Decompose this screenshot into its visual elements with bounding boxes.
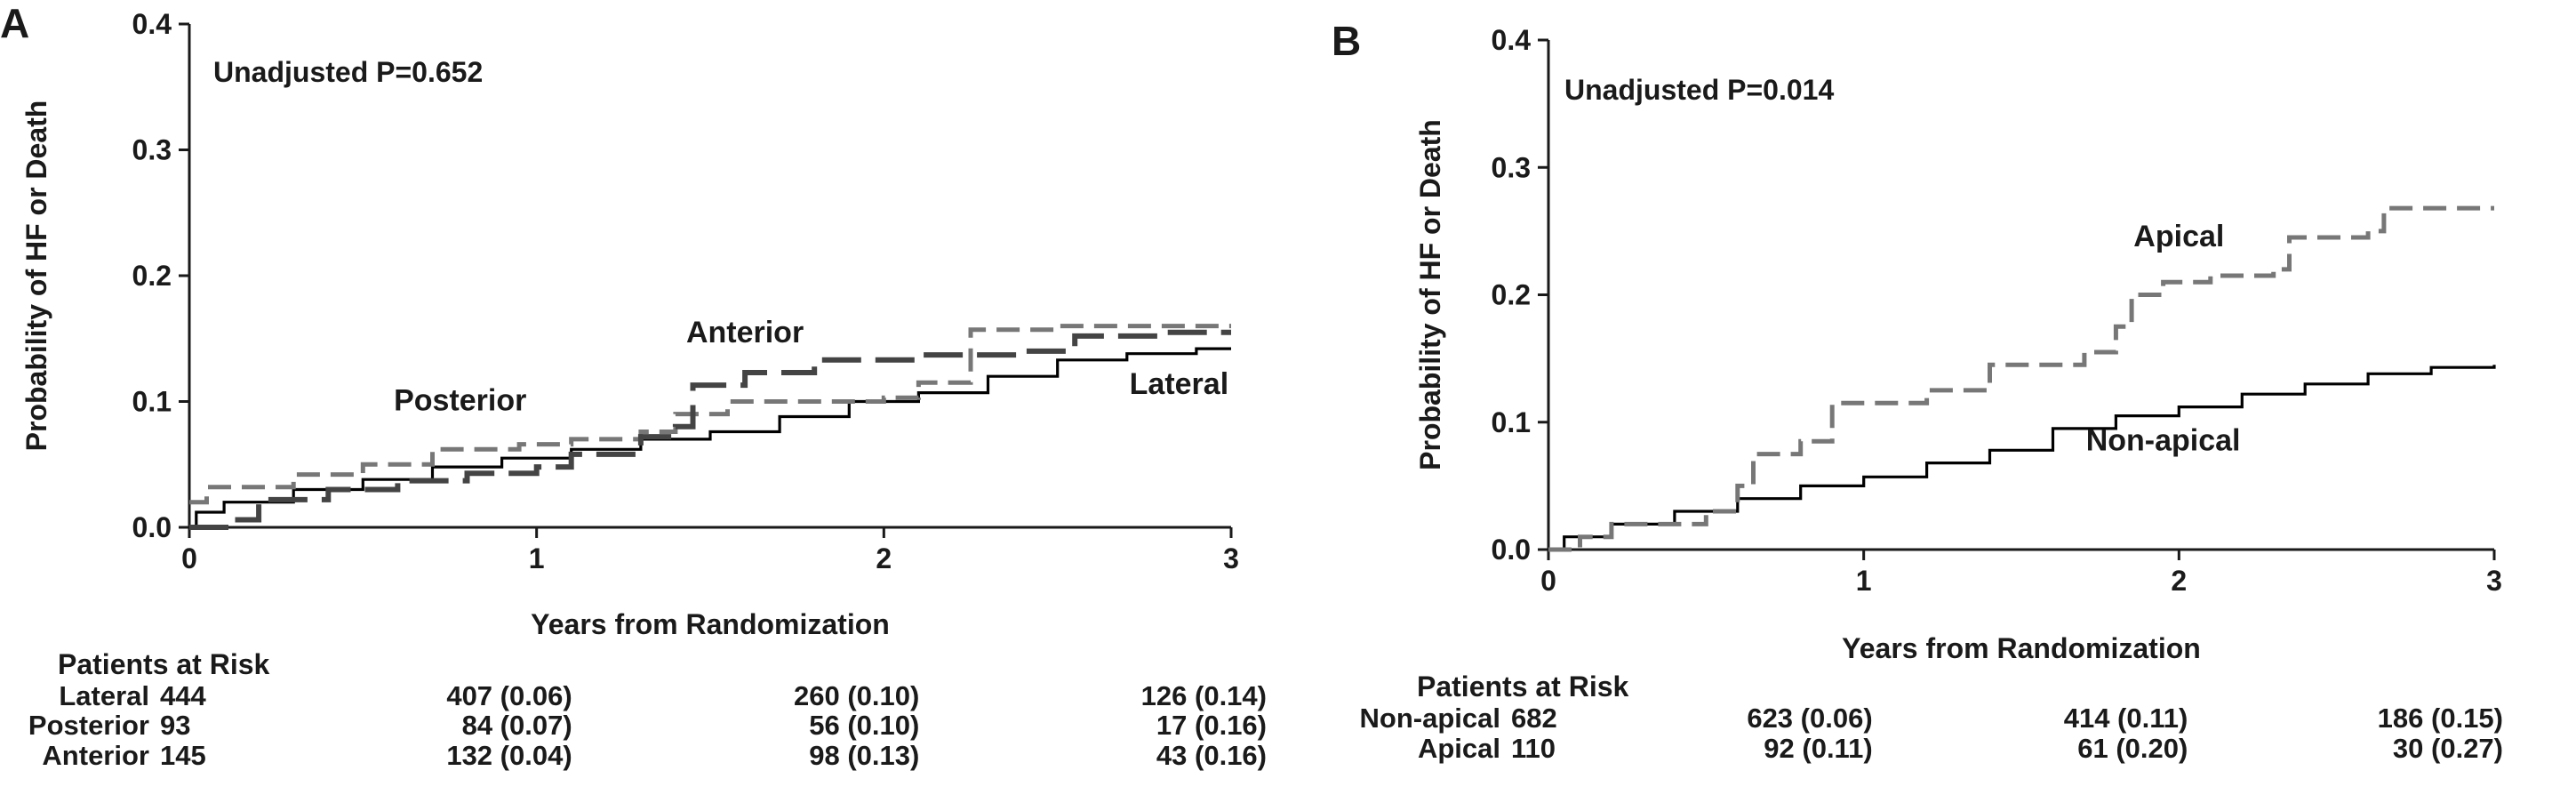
x-tick-label: 2	[876, 542, 892, 574]
risk-row-n0: 444	[160, 680, 206, 711]
p-value-annotation: Unadjusted P=0.652	[213, 56, 483, 88]
risk-row-label: Lateral	[59, 680, 149, 711]
y-tick-label: 0.2	[132, 260, 172, 292]
series-label: Anterior	[686, 316, 804, 349]
risk-row-label: Non-apical	[1360, 703, 1500, 734]
series-label: Lateral	[1130, 367, 1229, 401]
risk-table-title: Patients at Risk	[58, 648, 270, 680]
risk-row-n0: 93	[160, 710, 190, 741]
y-tick-label: 0.4	[132, 8, 172, 40]
risk-row-n0: 110	[1511, 733, 1556, 764]
x-tick-label: 1	[1856, 565, 1872, 597]
series-label: Posterior	[394, 383, 526, 417]
y-tick-label: 0.3	[132, 134, 172, 166]
risk-row-value: 623 (0.06)	[1747, 703, 1872, 734]
risk-row-value: 17 (0.16)	[1156, 710, 1267, 741]
series-label: Non-apical	[2086, 423, 2241, 457]
y-tick-label: 0.0	[132, 511, 172, 543]
risk-row-value: 30 (0.27)	[2393, 733, 2503, 764]
y-tick-label: 0.1	[1492, 406, 1531, 438]
risk-row-value: 260 (0.10)	[794, 680, 919, 711]
risk-row-value: 407 (0.06)	[446, 680, 572, 711]
y-tick-label: 0.3	[1492, 151, 1531, 183]
panel-letter: B	[1332, 18, 1361, 64]
x-axis-title: Years from Randomization	[531, 608, 890, 640]
x-tick-label: 0	[1540, 565, 1556, 597]
p-value-annotation: Unadjusted P=0.014	[1564, 74, 1834, 106]
y-tick-label: 0.0	[1492, 534, 1531, 566]
y-tick-label: 0.1	[132, 386, 172, 418]
panel-letter: A	[0, 0, 29, 46]
risk-row-value: 43 (0.16)	[1156, 740, 1267, 771]
risk-table-title: Patients at Risk	[1417, 671, 1629, 703]
series-line-lateral	[189, 347, 1231, 529]
series-line-anterior	[189, 329, 1231, 530]
risk-row-value: 56 (0.10)	[809, 710, 919, 741]
risk-row-value: 92 (0.11)	[1764, 733, 1872, 764]
risk-row-value: 84 (0.07)	[462, 710, 572, 741]
x-tick-label: 3	[1223, 542, 1239, 574]
risk-row-value: 414 (0.11)	[2064, 703, 2188, 734]
risk-row-value: 98 (0.13)	[809, 740, 919, 771]
series-line-posterior	[189, 324, 1231, 505]
risk-row-n0: 682	[1511, 703, 1557, 734]
y-tick-label: 0.2	[1492, 279, 1531, 311]
risk-row-n0: 145	[160, 740, 206, 771]
panel-b: B 0.0 0.1 0.2 0.3 0.4 0 1 2 3 Probability of HF or…	[1332, 18, 2503, 764]
y-tick-label: 0.4	[1492, 24, 1532, 56]
series-line-non-apical	[1548, 365, 2496, 551]
series-line-apical	[1548, 205, 2494, 552]
x-tick-label: 1	[529, 542, 545, 574]
x-tick-label: 0	[181, 542, 197, 574]
y-axis-title: Probability of HF or Death	[1414, 119, 1446, 470]
risk-row-label: Posterior	[28, 710, 149, 741]
risk-row-label: Anterior	[42, 740, 149, 771]
x-tick-label: 2	[2171, 565, 2187, 597]
risk-row-label: Apical	[1418, 733, 1500, 764]
risk-row-value: 61 (0.20)	[2077, 733, 2188, 764]
panel-a: A 0.0 0.1 0.2 0.3 0.4 0 1 2 3 Probability of HF or…	[0, 0, 1267, 771]
y-axis-title: Probability of HF or Death	[20, 100, 52, 452]
risk-row-value: 132 (0.04)	[446, 740, 572, 771]
x-tick-label: 3	[2486, 565, 2502, 597]
series-label: Apical	[2133, 220, 2224, 253]
risk-row-value: 186 (0.15)	[2378, 703, 2503, 734]
x-axis-title: Years from Randomization	[1842, 632, 2201, 664]
risk-row-value: 126 (0.14)	[1141, 680, 1267, 711]
